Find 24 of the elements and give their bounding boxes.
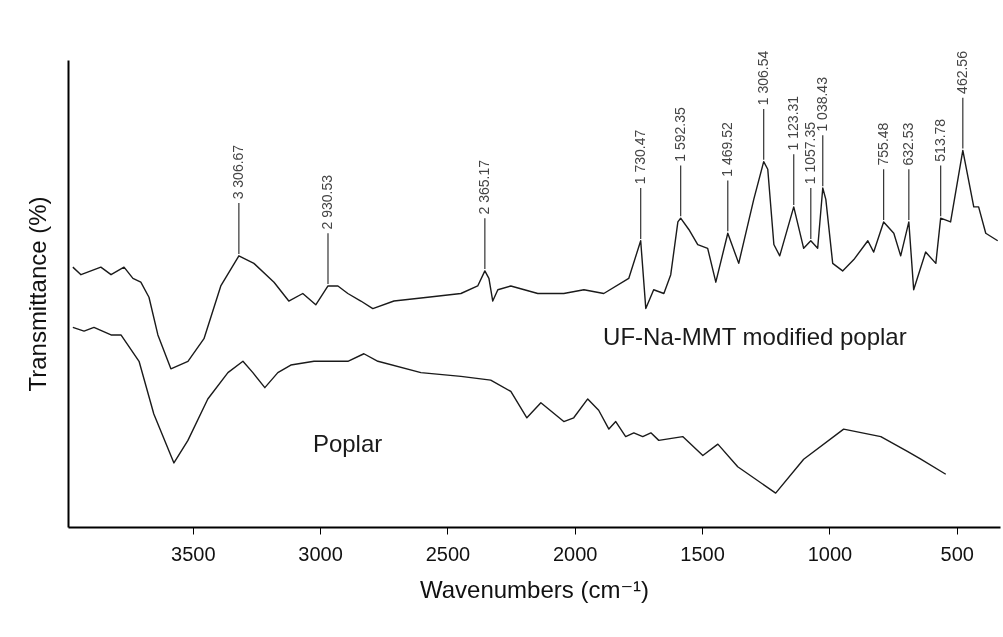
annotation: 1 592.35: [671, 106, 688, 162]
annotation: 755.48: [874, 122, 891, 166]
annotation: 462.56: [953, 50, 970, 94]
x-tick-label: 1000: [807, 542, 853, 565]
x-tick-label: 3000: [298, 542, 343, 565]
x-tick-label: 3500: [171, 542, 216, 565]
x-tick-label: 500: [940, 542, 974, 565]
x-axis-title: Wavenumbers (cm⁻¹): [419, 575, 650, 603]
annotation: 1 123.31: [784, 95, 801, 151]
annotation: 2 930.53: [318, 174, 335, 230]
series-label: UF-Na-MMT modified poplar: [603, 322, 907, 350]
x-tick-label: 2500: [425, 542, 471, 565]
annotation: 1 730.47: [631, 129, 648, 185]
y-axis-title: Transmittance (%): [23, 196, 51, 392]
annotation: 3 306.67: [229, 144, 246, 200]
x-tick-label: 2000: [552, 542, 598, 565]
annotation: 2 365.17: [475, 159, 492, 215]
text: Poplar: [312, 429, 383, 457]
annotation: 632.53: [899, 122, 916, 166]
annotation: 1 306.54: [754, 50, 771, 106]
x-tick-label: 1500: [680, 542, 725, 565]
annotation: 513.78: [931, 118, 948, 162]
annotation: 1 469.52: [718, 122, 735, 177]
annotation: 1 1057.35: [801, 121, 818, 185]
